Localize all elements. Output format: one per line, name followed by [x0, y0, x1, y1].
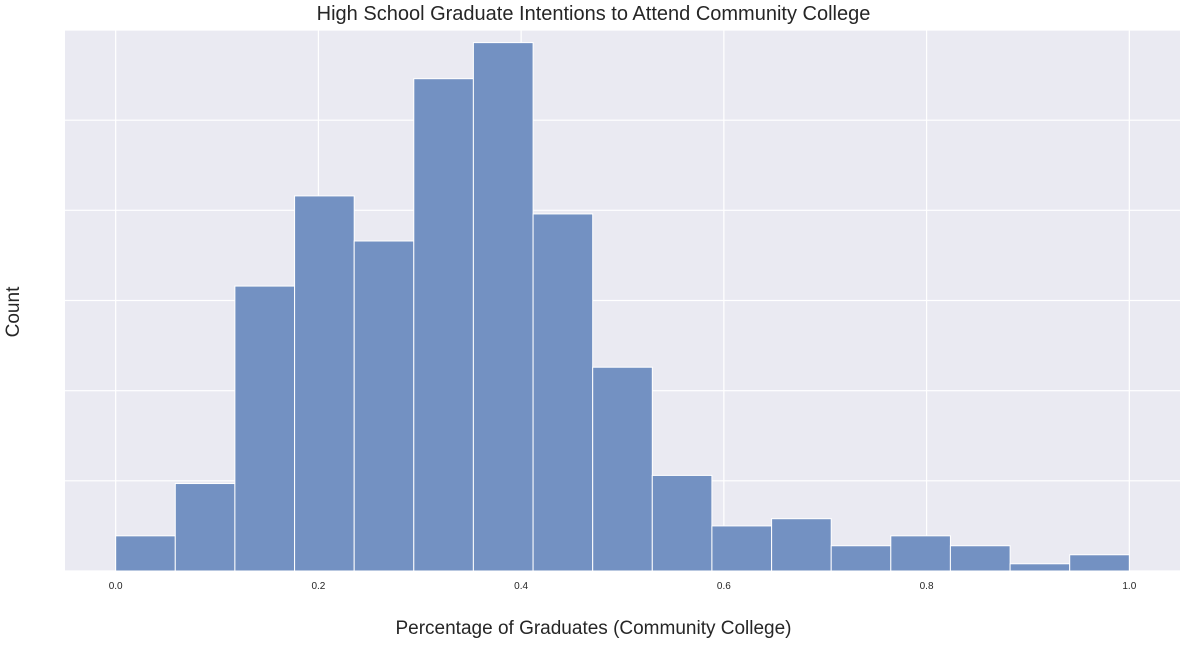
x-tick-label-4: 0.8: [920, 581, 934, 592]
bars: [115, 42, 1130, 572]
x-tick-label-5: 1.0: [1122, 581, 1136, 592]
histogram-bar-0: [115, 535, 176, 572]
histogram-bar-15: [1009, 563, 1071, 572]
histogram-bar-12: [830, 545, 892, 572]
histogram-bar-16: [1069, 554, 1130, 572]
histogram-bar-4: [353, 240, 415, 572]
histogram-bar-11: [771, 518, 832, 572]
histogram-bar-7: [532, 213, 594, 572]
x-tick-label-1: 0.2: [311, 581, 325, 592]
histogram-bar-10: [711, 525, 773, 572]
x-tick-labels: 0.0 0.2 0.4 0.6 0.8 1.0: [109, 581, 1137, 592]
histogram-bar-3: [294, 195, 355, 572]
chart-title: High School Graduate Intentions to Atten…: [316, 3, 871, 25]
histogram-bar-13: [890, 535, 951, 572]
histogram-bar-14: [949, 545, 1011, 572]
x-tick-label-2: 0.4: [514, 581, 528, 592]
x-tick-label-3: 0.6: [717, 581, 731, 592]
histogram-bar-9: [651, 474, 713, 572]
x-tick-label-0: 0.0: [109, 581, 123, 592]
histogram-bar-8: [592, 366, 653, 572]
histogram-bar-1: [174, 483, 236, 572]
histogram-bar-6: [472, 42, 534, 572]
histogram-bar-2: [234, 285, 296, 572]
x-axis-label: Percentage of Graduates (Community Colle…: [395, 618, 792, 639]
histogram-bar-5: [413, 78, 474, 572]
